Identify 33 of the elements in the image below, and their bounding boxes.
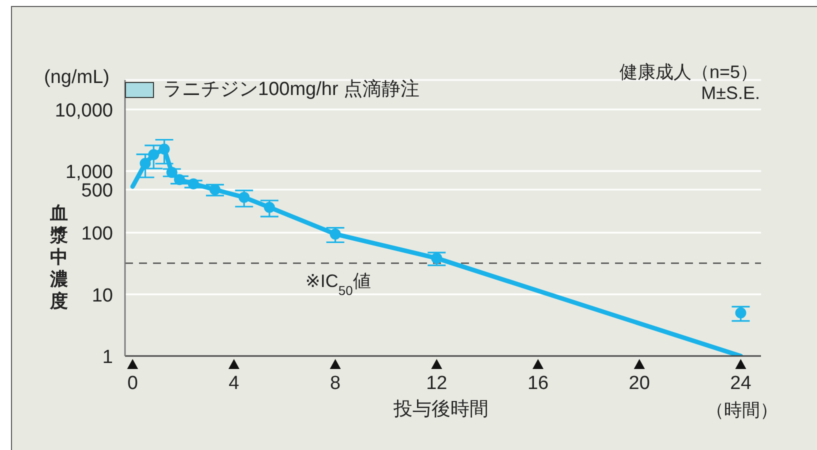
point	[148, 149, 160, 160]
x-tick-label: 12	[426, 373, 448, 394]
annotation: M±S.E.	[701, 83, 760, 103]
x-axis-title: 投与後時間	[394, 399, 488, 420]
x-tick-label: 8	[330, 373, 341, 394]
y-tick-label: 1,000	[65, 162, 113, 184]
point	[238, 192, 250, 203]
annotation: 健康成人（n=5）	[619, 62, 758, 82]
x-tick-label: 16	[527, 373, 549, 394]
y-tick-label: 1	[102, 347, 113, 368]
point	[209, 184, 220, 196]
x-tick-label: 20	[628, 373, 650, 394]
point	[264, 202, 275, 213]
y-tick-label: 100	[81, 224, 113, 245]
x-tick-label: 0	[127, 373, 138, 394]
point	[174, 174, 185, 186]
y-axis-title: 血漿中濃度	[49, 202, 69, 312]
point	[140, 158, 151, 169]
x-tick-label: 4	[228, 373, 240, 394]
y-tick-label: 10,000	[54, 100, 113, 122]
x-tick-label: 24	[730, 373, 752, 394]
y-tick-label: 500	[81, 180, 113, 202]
text: （時間）	[706, 400, 778, 420]
point	[330, 228, 341, 240]
text: (ng/mL)	[44, 67, 110, 88]
annotation: ラニチジン100mg/hr 点滴静注	[163, 79, 420, 100]
point	[735, 307, 746, 318]
point	[166, 166, 178, 178]
point	[431, 252, 442, 264]
point	[188, 178, 199, 190]
ref-line-label: ※IC$_{50}$値	[305, 271, 371, 298]
y-tick-label: 10	[92, 285, 113, 306]
point	[158, 144, 170, 155]
